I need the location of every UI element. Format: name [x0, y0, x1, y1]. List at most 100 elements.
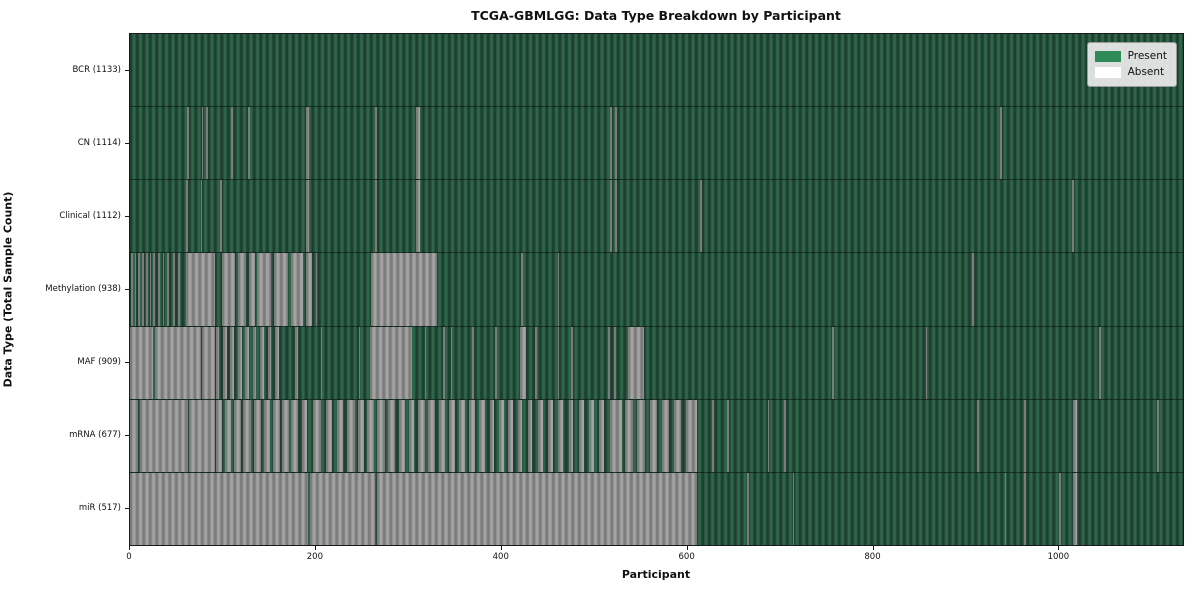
absent-segment [443, 326, 446, 399]
absent-segment [1059, 472, 1062, 545]
absent-segment [578, 399, 584, 472]
absent-segment [831, 326, 834, 399]
absent-segment [976, 399, 979, 472]
absent-segment [661, 399, 670, 472]
absent-segment [375, 107, 378, 180]
y-tick-label: mRNA (677) [69, 429, 121, 440]
y-tick-label: miR (517) [78, 502, 121, 513]
absent-segment [548, 399, 553, 472]
absent-segment [517, 399, 523, 472]
absent-segment [248, 253, 255, 326]
absent-segment [535, 326, 538, 399]
absent-segment [1024, 472, 1026, 545]
y-tick-mark [125, 216, 129, 217]
absent-segment [142, 253, 144, 326]
absent-segment [178, 253, 181, 326]
absent-segment [245, 326, 249, 399]
absent-segment [290, 399, 299, 472]
absent-segment [375, 180, 378, 253]
absent-segment [538, 399, 543, 472]
absent-segment [274, 326, 279, 399]
legend-present-label: Present [1127, 50, 1167, 62]
absent-segment [260, 326, 264, 399]
absent-segment [155, 326, 201, 399]
absent-segment [172, 253, 175, 326]
absent-segment [295, 326, 299, 399]
absent-segment [408, 399, 415, 472]
y-tick-mark [125, 70, 129, 71]
heatmap-row-mir [130, 471, 1183, 545]
absent-segment [1004, 472, 1007, 545]
absent-segment [310, 472, 376, 545]
plot-area: Present Absent [129, 33, 1184, 546]
absent-segment [162, 253, 165, 326]
x-tick-mark [315, 546, 316, 550]
absent-segment [301, 399, 308, 472]
legend: Present Absent [1086, 42, 1177, 87]
absent-swatch [1094, 66, 1121, 78]
absent-segment [206, 107, 209, 180]
absent-segment [1073, 399, 1078, 472]
absent-segment [222, 253, 235, 326]
absent-segment [673, 399, 682, 472]
x-tick-label: 0 [126, 552, 132, 562]
legend-entry-present: Present [1094, 48, 1167, 64]
absent-segment [495, 326, 498, 399]
absent-segment [448, 399, 456, 472]
absent-segment [726, 399, 729, 472]
absent-segment [153, 253, 156, 326]
absent-segment [438, 399, 446, 472]
absent-segment [424, 326, 427, 399]
absent-segment [230, 326, 235, 399]
absent-segment [571, 326, 574, 399]
absent-segment [469, 399, 475, 472]
heatmap-row-maf [130, 325, 1183, 399]
absent-segment [366, 399, 375, 472]
y-tick-mark [125, 289, 129, 290]
absent-segment [313, 399, 321, 472]
y-tick-label: Methylation (938) [45, 283, 121, 294]
y-tick-label: MAF (909) [77, 356, 121, 367]
y-tick-mark [125, 508, 129, 509]
absent-segment [145, 253, 148, 326]
absent-segment [459, 399, 465, 472]
absent-segment [625, 399, 633, 472]
absent-segment [130, 326, 154, 399]
absent-segment [1073, 472, 1078, 545]
absent-segment [273, 399, 280, 472]
x-tick-label: 800 [864, 552, 881, 562]
absent-segment [637, 399, 645, 472]
absent-segment [489, 399, 495, 472]
heatmap-row-methylation [130, 252, 1183, 326]
absent-segment [189, 399, 215, 472]
absent-segment [222, 326, 227, 399]
absent-segment [615, 180, 617, 253]
absent-segment [305, 253, 313, 326]
heatmap-row-cn [130, 106, 1183, 180]
legend-absent-label: Absent [1127, 66, 1165, 79]
absent-segment [999, 107, 1002, 180]
x-tick-mark [129, 546, 130, 550]
absent-segment [130, 399, 139, 472]
absent-segment [610, 180, 613, 253]
absent-segment [972, 253, 974, 326]
y-tick-label: CN (1114) [77, 137, 121, 148]
absent-segment [472, 326, 474, 399]
absent-segment [167, 253, 170, 326]
x-tick-label: 600 [678, 552, 695, 562]
y-tick-label: Clinical (1112) [59, 210, 121, 221]
x-axis-label: Participant [621, 568, 691, 581]
absent-segment [649, 399, 657, 472]
absent-segment [134, 253, 137, 326]
y-tick-mark [125, 435, 129, 436]
absent-segment [558, 399, 564, 472]
absent-segment [248, 107, 250, 180]
x-tick-mark [873, 546, 874, 550]
absent-segment [521, 253, 524, 326]
absent-segment [315, 253, 317, 326]
absent-segment [568, 399, 574, 472]
legend-entry-absent: Absent [1094, 64, 1167, 80]
chart-title: TCGA-GBMLGG: Data Type Breakdown by Part… [471, 8, 841, 23]
absent-segment [231, 107, 234, 180]
